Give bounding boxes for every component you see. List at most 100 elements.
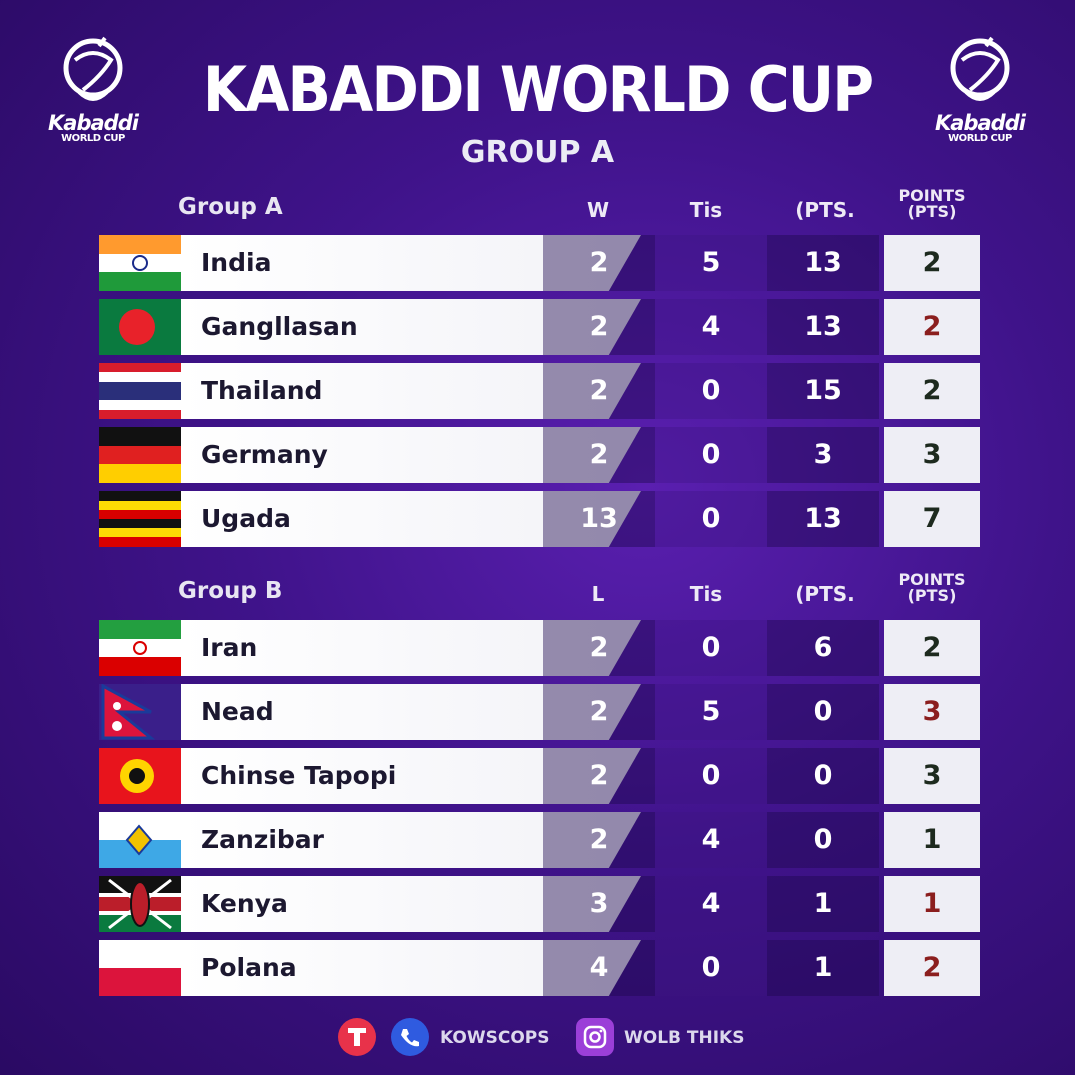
team-name-box: Thailand bbox=[181, 363, 641, 419]
team-name-box: India bbox=[181, 235, 641, 291]
zanzibar-flag-icon bbox=[99, 812, 181, 868]
stat-2: 4 bbox=[655, 299, 767, 355]
group-b-col-3: (PTS. bbox=[795, 582, 855, 606]
poland-flag-icon bbox=[99, 940, 181, 996]
stat-3: 0 bbox=[767, 748, 879, 804]
points-value: 7 bbox=[884, 491, 980, 547]
team-name-box: Germany bbox=[181, 427, 641, 483]
stat-3: 3 bbox=[767, 427, 879, 483]
kabaddi-logo-left: Kabaddi WORLD CUP bbox=[33, 30, 153, 144]
points-value: 2 bbox=[884, 363, 980, 419]
points-value: 3 bbox=[884, 684, 980, 740]
points-value: 3 bbox=[884, 748, 980, 804]
stat-1: 2 bbox=[543, 427, 655, 483]
group-a-col-4: POINTS (PTS) bbox=[898, 186, 966, 221]
stat-2: 0 bbox=[655, 427, 767, 483]
points-value: 2 bbox=[884, 235, 980, 291]
stat-1: 2 bbox=[543, 363, 655, 419]
instagram-icon[interactable] bbox=[576, 1018, 614, 1056]
table-row: Kenya 3 4 1 1 bbox=[99, 876, 981, 932]
group-b-col-1: L bbox=[591, 582, 605, 606]
stat-3: 6 bbox=[767, 620, 879, 676]
group-b-title: Group B bbox=[178, 578, 283, 604]
team-name-box: Kenya bbox=[181, 876, 641, 932]
points-value: 1 bbox=[884, 876, 980, 932]
stat-1: 2 bbox=[543, 620, 655, 676]
team-name: Thailand bbox=[201, 376, 323, 405]
footer-label-1[interactable]: KOWSCOPS bbox=[440, 1028, 550, 1048]
group-a-col-1: W bbox=[586, 198, 610, 222]
stat-1: 13 bbox=[543, 491, 655, 547]
group-b-col-4: POINTS (PTS) bbox=[898, 570, 966, 605]
logo-name: Kabaddi bbox=[935, 111, 1026, 135]
team-name: Nead bbox=[201, 697, 274, 726]
team-name: Gangllasan bbox=[201, 312, 358, 341]
stat-1: 3 bbox=[543, 876, 655, 932]
footer: KOWSCOPS WOLB THIKS bbox=[0, 1018, 1075, 1058]
iran-flag-icon bbox=[99, 620, 181, 676]
stat-1: 2 bbox=[543, 235, 655, 291]
table-row: Gangllasan 2 4 13 2 bbox=[99, 299, 981, 355]
stat-2: 4 bbox=[655, 876, 767, 932]
stat-2: 0 bbox=[655, 940, 767, 996]
kabaddi-logo-right: Kabaddi WORLD CUP bbox=[920, 30, 1040, 144]
stat-2: 4 bbox=[655, 812, 767, 868]
stat-3: 13 bbox=[767, 235, 879, 291]
logo-name: Kabaddi bbox=[48, 111, 139, 135]
team-name-box: Iran bbox=[181, 620, 641, 676]
stat-1: 4 bbox=[543, 940, 655, 996]
kenya-flag-icon bbox=[99, 876, 181, 932]
thailand-flag-icon bbox=[99, 363, 181, 419]
india-flag-icon bbox=[99, 235, 181, 291]
group-a-col-3: (PTS. bbox=[795, 198, 855, 222]
team-name-box: Polana bbox=[181, 940, 641, 996]
team-name: Germany bbox=[201, 440, 328, 469]
stat-1: 2 bbox=[543, 299, 655, 355]
table-row: Zanzibar 2 4 0 1 bbox=[99, 812, 981, 868]
team-name-box: Gangllasan bbox=[181, 299, 641, 355]
logo-sub: WORLD CUP bbox=[948, 133, 1012, 144]
team-name-box: Chinse Tapopi bbox=[181, 748, 641, 804]
group-a-col-2: Tis bbox=[689, 198, 723, 222]
stat-2: 0 bbox=[655, 748, 767, 804]
team-name: Chinse Tapopi bbox=[201, 761, 397, 790]
group-a-title: Group A bbox=[178, 194, 283, 220]
stat-3: 13 bbox=[767, 299, 879, 355]
team-name: Polana bbox=[201, 953, 297, 982]
logo-sub: WORLD CUP bbox=[61, 133, 125, 144]
brand-t-icon[interactable] bbox=[338, 1018, 376, 1056]
nepal-flag-icon bbox=[99, 684, 181, 740]
table-row: Thailand 2 0 15 2 bbox=[99, 363, 981, 419]
team-name: Kenya bbox=[201, 889, 288, 918]
table-row: Polana 4 0 1 2 bbox=[99, 940, 981, 996]
points-value: 1 bbox=[884, 812, 980, 868]
phone-icon[interactable] bbox=[391, 1018, 429, 1056]
table-row: Germany 2 0 3 3 bbox=[99, 427, 981, 483]
table-row: India 2 5 13 2 bbox=[99, 235, 981, 291]
kabaddi-ball-icon bbox=[63, 36, 123, 101]
stat-3: 15 bbox=[767, 363, 879, 419]
stat-3: 1 bbox=[767, 940, 879, 996]
points-value: 3 bbox=[884, 427, 980, 483]
page-subtitle: GROUP A bbox=[460, 135, 615, 170]
stat-1: 2 bbox=[543, 812, 655, 868]
kabaddi-ball-icon bbox=[950, 36, 1010, 101]
stat-3: 1 bbox=[767, 876, 879, 932]
table-row: Iran 2 0 6 2 bbox=[99, 620, 981, 676]
bangladesh-flag-icon bbox=[99, 299, 181, 355]
page-title: KABADDI WORLD CUP bbox=[202, 53, 874, 126]
footer-label-2[interactable]: WOLB THIKS bbox=[624, 1028, 745, 1048]
stat-2: 0 bbox=[655, 620, 767, 676]
points-value: 2 bbox=[884, 620, 980, 676]
group-b-col-2: Tis bbox=[689, 582, 723, 606]
points-value: 2 bbox=[884, 940, 980, 996]
team-name: Iran bbox=[201, 633, 258, 662]
team-name-box: Zanzibar bbox=[181, 812, 641, 868]
points-value: 2 bbox=[884, 299, 980, 355]
stat-2: 0 bbox=[655, 491, 767, 547]
germany-flag-icon bbox=[99, 427, 181, 483]
chinese-taipei-flag-icon bbox=[99, 748, 181, 804]
stat-2: 5 bbox=[655, 684, 767, 740]
stat-3: 0 bbox=[767, 812, 879, 868]
stat-1: 2 bbox=[543, 684, 655, 740]
